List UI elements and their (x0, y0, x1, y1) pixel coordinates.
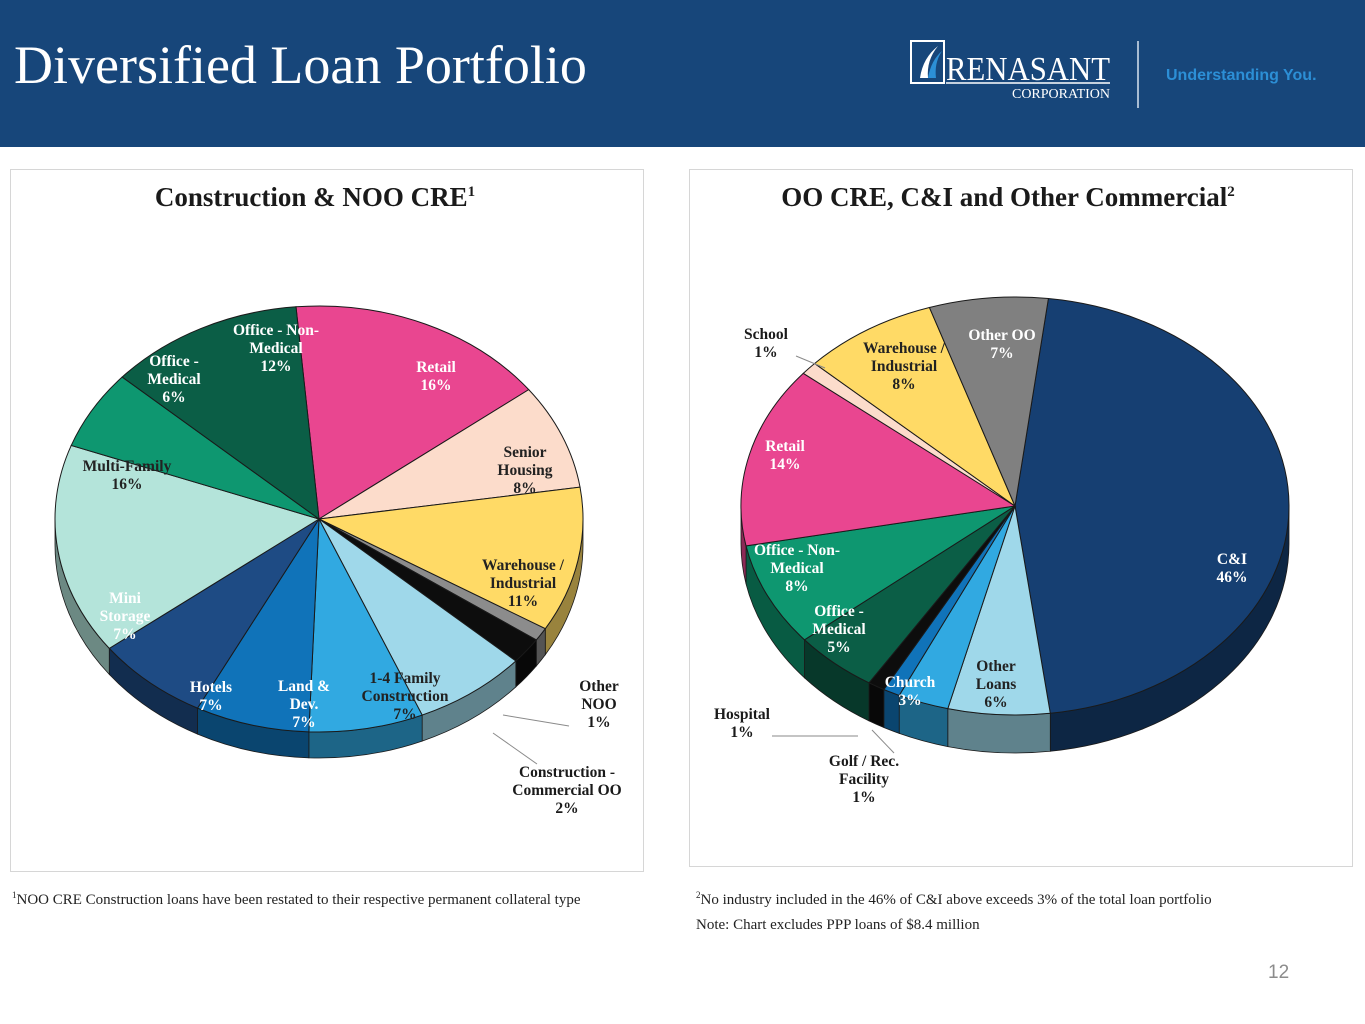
pie-side-walls (740, 505, 1290, 754)
leader-line-school (795, 355, 826, 369)
chart-title-sup: 2 (1227, 184, 1235, 200)
chart-panel-construction: Construction & NOO CRE1 Retail 16% Senior H… (10, 169, 644, 872)
pie-side-walls (54, 518, 584, 759)
logo-sub: CORPORATION (1012, 87, 1110, 102)
pie-labels: Retail 16% Senior Housing 8% Warehouse / Indus… (83, 322, 622, 817)
pie-label-church: Church 3% (885, 674, 936, 709)
pie-slices (740, 296, 1290, 716)
pie-label-retail: Retail 16% (416, 359, 456, 394)
renasant-logo: RENASANT CORPORATION Understanding You. (910, 40, 1317, 108)
pie-slice-land-dev (308, 517, 423, 733)
pie-side-other-loans (947, 708, 1051, 754)
page-number: 12 (1268, 962, 1290, 983)
pie-label-warehouse-industrial: Warehouse / Industrial 8% (863, 340, 946, 393)
chart-panel-oo-cre: OO CRE, C&I and Other Commercial2 C&I 46%… (689, 169, 1353, 867)
pie-slice-c-i (1014, 298, 1290, 714)
pie-slice-retail (740, 372, 1017, 547)
pie-label-office-medical: Office -Medical 6% (147, 353, 201, 406)
tagline: Understanding You. (1166, 67, 1317, 84)
footnote-left-sup: 1 (12, 890, 17, 900)
pie-side-golf-rec-facility (883, 688, 900, 734)
pie-label-office-non-medical: Office - Non-Medical 12% (233, 322, 319, 375)
footnote-left: 1NOO CRE Construction loans have been re… (12, 890, 580, 909)
pie-label-other-oo: Other OO 7% (968, 327, 1035, 362)
pie-label-office-non-medical: Office - Non-Medical 8% (754, 542, 840, 595)
oo-cre-ci-chart: OO CRE, C&I and Other Commercial2 C&I 46%… (714, 182, 1290, 806)
pie-slice-senior-housing (318, 388, 581, 520)
pie-label-golf-rec-facility: Golf / Rec. Facility 1% (829, 753, 899, 806)
pie-label-school: School 1% (744, 326, 789, 361)
pie-slice-warehouse-industrial (317, 486, 584, 630)
leader-line-other-noo (502, 714, 570, 727)
pie-label-multi-family: Multi-Family 16% (83, 458, 172, 493)
footnote-right-sup: 2 (696, 890, 701, 900)
footnote-right: 2No industry included in the 46% of C&I … (696, 890, 1212, 909)
page-title: Diversified Loan Portfolio (14, 35, 587, 95)
chart-title-construction: Construction & NOO CRE1 (155, 182, 475, 212)
chart-title-sup: 1 (468, 184, 476, 200)
pie-label-hotels: Hotels 7% (190, 679, 232, 714)
footnote-right-text: No industry included in the 46% of C&I a… (700, 892, 1212, 908)
pie-label-1-4-family-construction: 1-4 Family Construction 7% (362, 670, 449, 723)
pie-label-mini-storage: Mini Storage 7% (100, 590, 151, 643)
leader-line-construction-commercial-oo (492, 732, 538, 765)
footnote-note: Note: Chart excludes PPP loans of $8.4 m… (696, 917, 980, 933)
pie-slice-mini-storage (108, 518, 320, 709)
pie-slice-retail (295, 305, 530, 520)
logo-name: RENASANT (946, 51, 1110, 88)
pie-label-senior-housing: Senior Housing 8% (497, 444, 552, 497)
pie-label-office-medical: Office -Medical 5% (812, 603, 866, 656)
pie-label-c-i: C&I 46% (1217, 551, 1248, 586)
header-bar: Diversified Loan Portfolio RENASANT CORP… (0, 0, 1365, 147)
chart-title-oo-cre: OO CRE, C&I and Other Commercial2 (781, 182, 1234, 212)
pie-label-land-dev: Land & Dev. 7% (278, 678, 330, 731)
pie-slices (54, 305, 584, 733)
pie-label-construction-commercial-oo: Construction -Commercial OO 2% (512, 764, 621, 817)
pie-slice-warehouse-industrial (813, 306, 1017, 508)
pie-slice-office-non-medical (745, 505, 1016, 641)
logo-mark-icon (910, 40, 945, 84)
pie-label-other-noo: Other NOO 1% (579, 678, 619, 731)
pie-slice-office-non-medical (121, 306, 320, 521)
pie-slice-multi-family (54, 444, 321, 650)
pie-side-hospital (868, 682, 885, 729)
pie-slice-hotels (196, 517, 320, 733)
footnote-left-text: NOO CRE Construction loans have been res… (16, 892, 581, 908)
leader-line-golf-rec-facility (871, 729, 895, 754)
pie-label-hospital: Hospital 1% (714, 706, 771, 741)
pie-label-retail: Retail 14% (765, 438, 805, 473)
pie-slice-other-oo (928, 296, 1049, 508)
pie-labels: C&I 46% Other Loans 6% Church 3% Golf / Rec. Fac… (714, 326, 1247, 806)
pie-label-other-loans: Other Loans 6% (976, 658, 1017, 711)
pie-label-warehouse-industrial: Warehouse / Industrial 11% (482, 557, 565, 610)
construction-noo-cre-chart: Construction & NOO CRE1 Retail 16% Senior H… (54, 182, 622, 817)
pie-slice-1-4-family-construction (318, 518, 517, 716)
